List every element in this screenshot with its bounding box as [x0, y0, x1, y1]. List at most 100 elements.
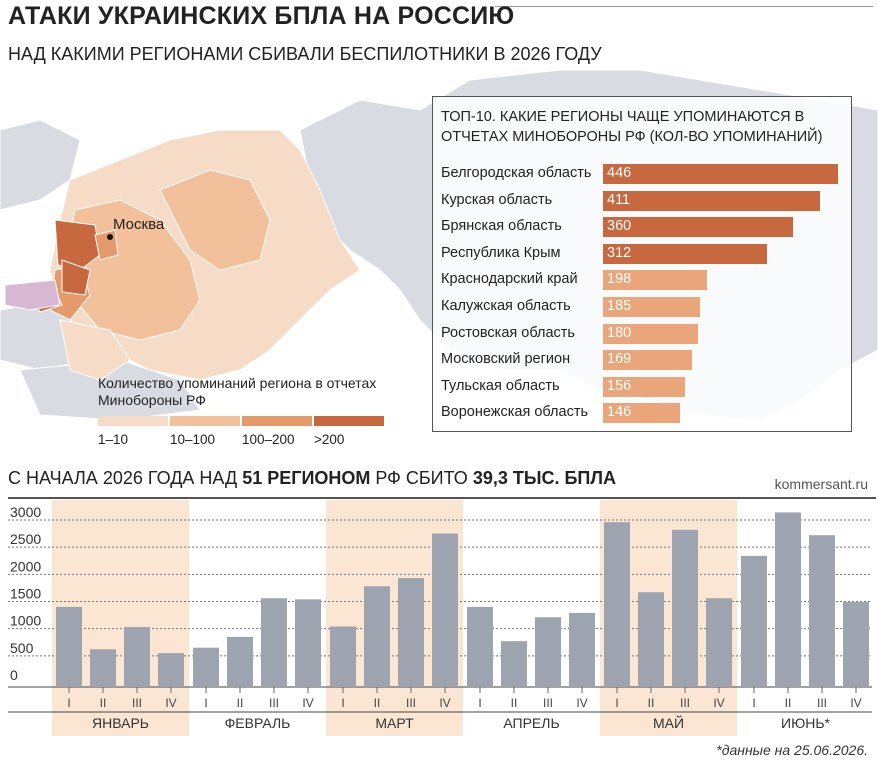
top10-bar: 411: [603, 190, 820, 211]
top10-bar: 312: [603, 243, 768, 264]
top10-value: 180: [607, 324, 632, 341]
week-label: IV: [713, 696, 724, 710]
top10-value: 185: [607, 298, 632, 314]
top-rule: [495, 6, 873, 7]
week-label: I: [478, 696, 481, 710]
legend-swatch: [170, 416, 240, 426]
legend-label: 1–10: [98, 432, 129, 447]
top10-region-name: Московский регион: [441, 351, 571, 368]
y-tick-label: 2500: [10, 531, 41, 547]
y-tick-label: 0: [10, 667, 18, 683]
top10-bar: 180: [603, 323, 698, 344]
top10-bar: 156: [603, 376, 686, 397]
y-tick-label: 1500: [10, 586, 41, 602]
top10-row: Курская область 411: [441, 190, 851, 211]
bar: [569, 612, 595, 687]
bar: [90, 649, 116, 687]
moscow-dot: [107, 234, 113, 240]
week-label: II: [511, 696, 518, 710]
bar: [535, 617, 561, 687]
bar: [56, 606, 82, 687]
legend-label: 10–100: [170, 432, 216, 447]
top10-value: 312: [607, 244, 632, 261]
top10-region-name: Республика Крым: [441, 244, 561, 261]
top10-region-name: Краснодарский край: [441, 271, 578, 288]
top10-panel: ТОП-10. КАКИЕ РЕГИОНЫ ЧАЩЕ УПОМИНАЮТСЯ В…: [432, 96, 852, 432]
y-tick-label: 1000: [10, 613, 41, 629]
week-label: IV: [850, 696, 861, 710]
moscow-label: Москва: [113, 216, 165, 233]
week-label: IV: [302, 696, 313, 710]
month-label: ФЕВРАЛЬ: [225, 715, 291, 731]
bar: [158, 653, 184, 687]
top10-value: 446: [607, 165, 632, 181]
week-label: IV: [576, 696, 587, 710]
week-label: I: [752, 696, 755, 710]
month-label: МАЙ: [653, 714, 684, 731]
top10-title: ТОП-10. КАКИЕ РЕГИОНЫ ЧАЩЕ УПОМИНАЮТСЯ В…: [441, 109, 823, 145]
week-label: II: [237, 696, 244, 710]
legend-label: 100–200: [242, 432, 295, 447]
top10-row: Московский регион 169: [441, 350, 851, 371]
week-label: II: [100, 696, 107, 710]
footnote: *данные на 25.06.2026.: [716, 742, 868, 758]
bar: [330, 626, 356, 687]
top10-value: 411: [607, 191, 631, 208]
month-label: ЯНВАРЬ: [92, 715, 149, 731]
week-label: III: [406, 696, 416, 710]
summary-regions: 51 РЕГИОНОМ: [242, 468, 371, 488]
top10-value: 360: [607, 218, 632, 235]
top10-value: 198: [607, 271, 632, 288]
legend-swatch: [98, 416, 168, 426]
bar: [809, 535, 835, 687]
top10-region-name: Курская область: [441, 191, 553, 208]
top10-row: Воронежская область 146: [441, 403, 851, 424]
bar: [261, 598, 287, 687]
y-tick-label: 2000: [10, 558, 41, 574]
y-tick-label: 3000: [10, 504, 41, 520]
section-rule: [8, 497, 876, 499]
week-label: III: [680, 696, 690, 710]
top10-value: 156: [607, 377, 632, 394]
top10-row: Ростовская область 180: [441, 323, 851, 344]
top10-bar: 360: [603, 217, 793, 238]
week-label: IV: [439, 696, 450, 710]
top10-bar: 446: [603, 164, 838, 184]
top10-bar: 185: [603, 297, 701, 317]
top10-row: Тульская область 156: [441, 376, 851, 397]
ukraine: [4, 279, 61, 311]
summary-drones: 39,3 ТЫС. БПЛА: [472, 468, 616, 488]
week-label: IV: [165, 696, 176, 710]
top10-row: Белгородская область 446: [441, 164, 851, 184]
top10-region-name: Ростовская область: [441, 324, 575, 341]
bar: [638, 592, 664, 687]
bar: [295, 599, 321, 687]
bar: [672, 529, 698, 687]
week-label: I: [615, 696, 618, 710]
legend-swatch: [242, 416, 312, 426]
top10-row: Калужская область 185: [441, 297, 851, 317]
bar: [706, 598, 732, 687]
bar: [604, 522, 630, 687]
top10-region-name: Белгородская область: [441, 165, 592, 181]
page-title: АТАКИ УКРАИНСКИХ БПЛА НА РОССИЮ: [8, 2, 515, 30]
top10-region-name: Калужская область: [441, 298, 571, 314]
week-label: III: [817, 696, 827, 710]
top10-value: 146: [607, 404, 632, 421]
top10-region-name: Тульская область: [441, 377, 560, 394]
week-label: I: [341, 696, 344, 710]
week-label: III: [269, 696, 279, 710]
bar: [501, 641, 527, 687]
bar: [398, 578, 424, 687]
page-subtitle: НАД КАКИМИ РЕГИОНАМИ СБИВАЛИ БЕСПИЛОТНИК…: [8, 44, 602, 64]
top10-region-name: Воронежская область: [441, 404, 589, 421]
top10-bar: 169: [603, 350, 693, 371]
bar: [432, 533, 458, 687]
week-label: III: [132, 696, 142, 710]
top10-region-name: Брянская область: [441, 218, 562, 235]
week-label: I: [204, 696, 207, 710]
top10-row: Республика Крым 312: [441, 243, 851, 264]
bar: [467, 606, 493, 687]
summary-part3: РФ СБИТО: [370, 468, 473, 488]
